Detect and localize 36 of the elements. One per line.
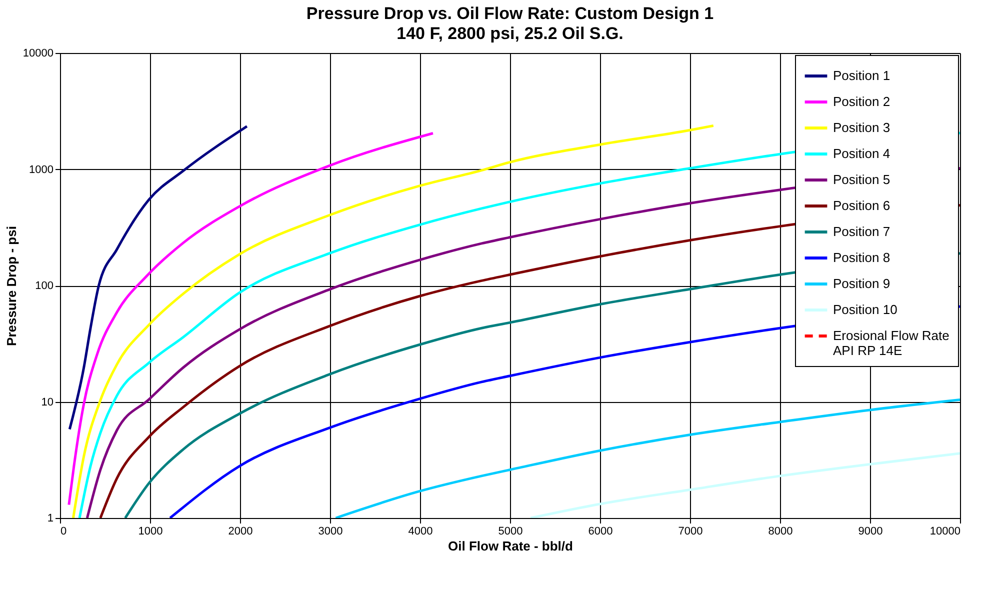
legend-label: Position 3 [833,120,890,135]
x-tick-label: 1000 [138,526,163,538]
x-tick-label: 5000 [498,526,523,538]
x-axis-title: Oil Flow Rate - bbl/d [448,538,574,554]
x-tick-label: 10000 [930,526,960,538]
legend-label: Position 7 [833,224,890,239]
line-series [72,124,715,518]
x-tick-label: 3000 [318,526,343,538]
y-tick-label: 100 [35,280,54,292]
legend-label: Position 9 [833,276,890,291]
y-tick-label: 10 [41,396,54,408]
y-tick-label: 1 [47,512,54,524]
chart-subtitle: 140 F, 2800 psi, 25.2 Oil S.G. [396,24,624,43]
x-tick-label: 2000 [228,526,253,538]
x-tick-label: 8000 [768,526,793,538]
line-series [334,398,960,518]
y-axis-title: Pressure Drop - psi [4,226,19,346]
x-tick-label: 7000 [678,526,703,538]
y-tick-label: 10000 [22,48,54,60]
x-tick-label: 0 [60,526,67,538]
x-tick-label: 6000 [588,526,613,538]
x-tick-label: 4000 [408,526,433,538]
line-series [68,125,248,430]
legend-label: Position 8 [833,250,890,265]
legend-label: Position 6 [833,198,890,213]
line-series [529,452,960,518]
legend-label: Position 2 [833,94,890,109]
x-tick-label: 9000 [858,526,883,538]
legend-label: Position 4 [833,146,890,161]
chart-title: Pressure Drop vs. Oil Flow Rate: Custom Design 1 [306,4,714,23]
legend-label: Erosional Flow Rate API RP 14E [833,328,950,358]
legend-label: Position 5 [833,172,890,187]
legend-label: Position 10 [833,302,898,317]
legend-label: Position 1 [833,68,890,83]
y-tick-label: 1000 [29,164,54,176]
line-series [68,132,434,506]
